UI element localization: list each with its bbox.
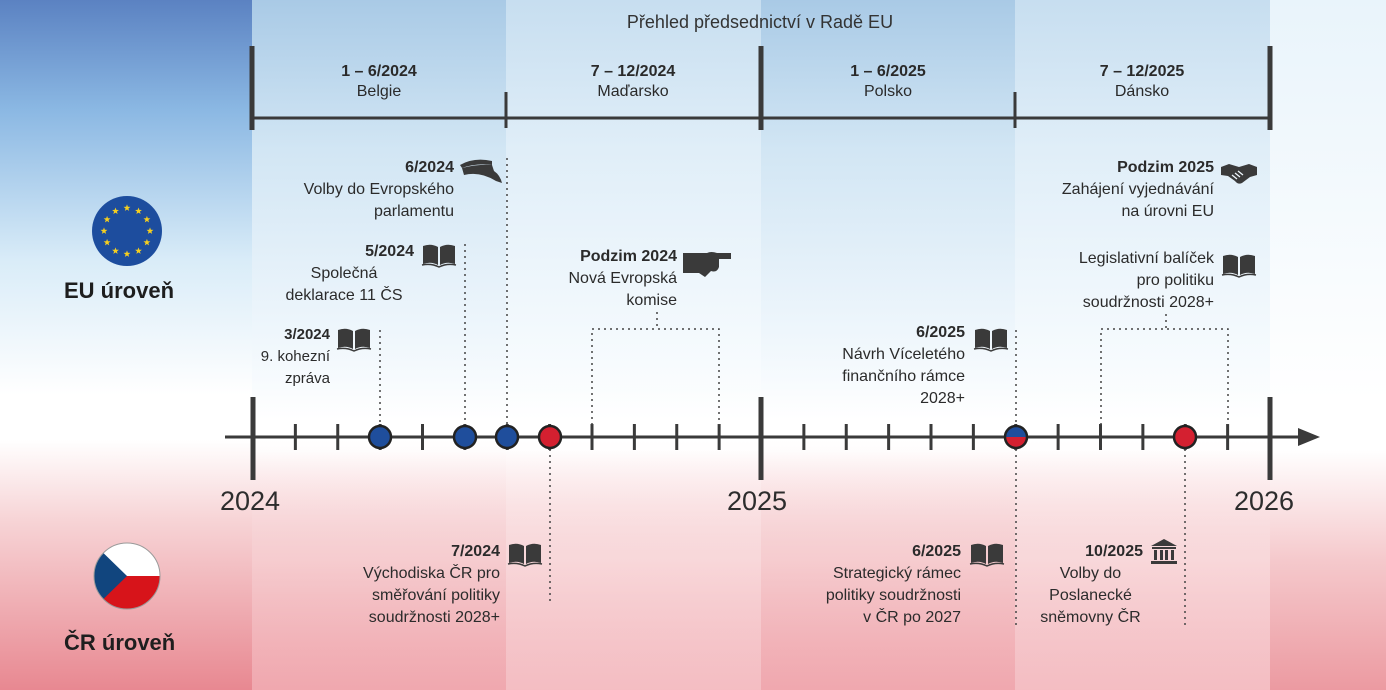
event-text: Poslanecké <box>1049 587 1132 604</box>
eu-event-marker <box>494 424 520 450</box>
presidency-band-1 <box>252 0 506 690</box>
presidency-band-2 <box>506 0 761 690</box>
event-text: směřování politiky <box>371 587 500 604</box>
presidency-belgium: 1 – 6/2024 Belgie <box>252 63 506 101</box>
book-icon <box>969 543 1005 567</box>
event-text: parlamentu <box>373 203 454 220</box>
presidency-country: Belgie <box>356 83 402 100</box>
eu-event-mff-proposal: 6/2025 Návrh Víceletého finančního rámce… <box>842 322 965 410</box>
event-date: 6/2024 <box>405 159 454 176</box>
star-icon <box>146 227 154 234</box>
book-icon <box>1221 254 1257 278</box>
hand-pointer-icon <box>683 252 731 277</box>
event-date: Podzim 2024 <box>580 248 677 265</box>
eu-event-marker <box>367 424 393 450</box>
eu-event-parliament-elections: 6/2024 Volby do Evropského parlamentu <box>304 157 454 223</box>
cr-level-label: ČR úroveň <box>64 630 176 655</box>
book-icon <box>336 328 372 352</box>
event-date: Podzim 2025 <box>1117 159 1214 176</box>
star-icon <box>143 238 151 246</box>
presidency-country: Dánsko <box>1114 83 1170 100</box>
event-text: soudržnosti 2028+ <box>368 609 500 626</box>
event-text: 2028+ <box>920 390 965 407</box>
event-text: Strategický rámec <box>832 565 961 582</box>
presidency-hungary: 7 – 12/2024 Maďarsko <box>506 63 760 101</box>
star-icon <box>112 207 119 214</box>
presidency-period: 7 – 12/2024 <box>590 63 676 80</box>
year-label: 2024 <box>220 486 281 516</box>
event-text: Legislativní balíček <box>1078 250 1214 267</box>
event-date: 6/2025 <box>916 324 965 341</box>
year-label: 2026 <box>1234 486 1295 516</box>
event-text: Návrh Víceletého <box>842 346 965 363</box>
eu-event-joint-declaration: 5/2024 Společná deklarace 11 ČS <box>262 241 426 307</box>
event-date: 3/2024 <box>284 326 330 343</box>
star-icon <box>123 250 131 257</box>
event-text: Volby do <box>1059 565 1122 582</box>
event-text: Východiska ČR pro <box>363 565 500 582</box>
event-text: sněmovny ČR <box>1040 609 1141 626</box>
cr-event-starting-points: 7/2024 Východiska ČR pro směřování polit… <box>363 541 500 629</box>
eu-flag-icon <box>92 196 162 266</box>
star-icon <box>123 204 131 211</box>
event-text: Společná <box>310 265 378 282</box>
event-text: v ČR po 2027 <box>863 609 961 626</box>
cr-event-marker <box>537 424 563 450</box>
eu-event-marker <box>452 424 478 450</box>
event-text: zpráva <box>284 370 330 387</box>
book-icon <box>973 328 1009 352</box>
presidency-poland: 1 – 6/2025 Polsko <box>761 63 1015 101</box>
event-text: komise <box>626 292 677 309</box>
timeline-arrow-icon <box>1298 428 1320 446</box>
cr-event-marker <box>1172 424 1198 450</box>
event-text: Nová Evropská <box>568 270 678 287</box>
star-icon <box>135 207 142 214</box>
star-icon <box>112 247 119 254</box>
presidency-period: 1 – 6/2025 <box>850 63 926 80</box>
event-date: 7/2024 <box>451 543 500 560</box>
parliament-building-icon <box>1151 539 1177 564</box>
connectors <box>379 158 1229 628</box>
presidency-country: Maďarsko <box>597 83 669 100</box>
event-date: 10/2025 <box>1085 543 1143 560</box>
star-icon <box>100 227 108 234</box>
event-text: Volby do Evropského <box>303 181 454 198</box>
event-text: politiky soudržnosti <box>825 587 961 604</box>
star-icon <box>135 247 142 254</box>
star-icon <box>103 238 111 246</box>
eu-level-label: EU úroveň <box>64 278 175 303</box>
book-icon <box>507 543 543 567</box>
presidency-country: Polsko <box>863 83 913 100</box>
cr-event-elections: 10/2025 Volby do Poslanecké sněmovny ČR <box>1018 541 1163 629</box>
event-text: soudržnosti 2028+ <box>1082 294 1214 311</box>
presidency-period: 7 – 12/2025 <box>1099 63 1185 80</box>
eu-event-negotiations: Podzim 2025 Zahájení vyjednávání na úrov… <box>1062 157 1214 223</box>
book-icon <box>421 244 457 268</box>
star-icon <box>143 215 151 223</box>
event-date: 6/2025 <box>912 543 961 560</box>
diagram-title: Přehled předsednictví v Radě EU <box>626 12 894 32</box>
event-text: deklarace 11 ČS <box>285 287 403 304</box>
year-label: 2025 <box>727 486 788 516</box>
presidency-band-3 <box>761 0 1015 690</box>
event-text: na úrovni EU <box>1121 203 1215 220</box>
event-date: 5/2024 <box>365 243 414 260</box>
eu-cr-event-marker <box>1003 424 1029 450</box>
presidency-period: 1 – 6/2024 <box>341 63 417 80</box>
eu-event-new-commission: Podzim 2024 Nová Evropská komise <box>569 246 678 312</box>
event-text: pro politiku <box>1136 272 1214 289</box>
cr-event-strategic-framework: 6/2025 Strategický rámec politiky soudrž… <box>826 541 961 629</box>
handshake-icon <box>1221 164 1257 184</box>
eu-event-legislative-package: Legislativní balíček pro politiku soudrž… <box>1079 248 1214 314</box>
czech-flag-icon <box>93 542 161 610</box>
graduation-cap-icon <box>460 159 502 183</box>
star-icon <box>103 215 111 223</box>
event-text: Zahájení vyjednávání <box>1061 181 1214 198</box>
event-text: finančního rámce <box>842 368 965 385</box>
event-text: 9. kohezní <box>260 348 330 365</box>
presidency-denmark: 7 – 12/2025 Dánsko <box>1015 63 1269 101</box>
presidency-band-4 <box>1015 0 1270 690</box>
eu-event-cohesion-report: 3/2024 9. kohezní zpráva <box>261 324 330 390</box>
